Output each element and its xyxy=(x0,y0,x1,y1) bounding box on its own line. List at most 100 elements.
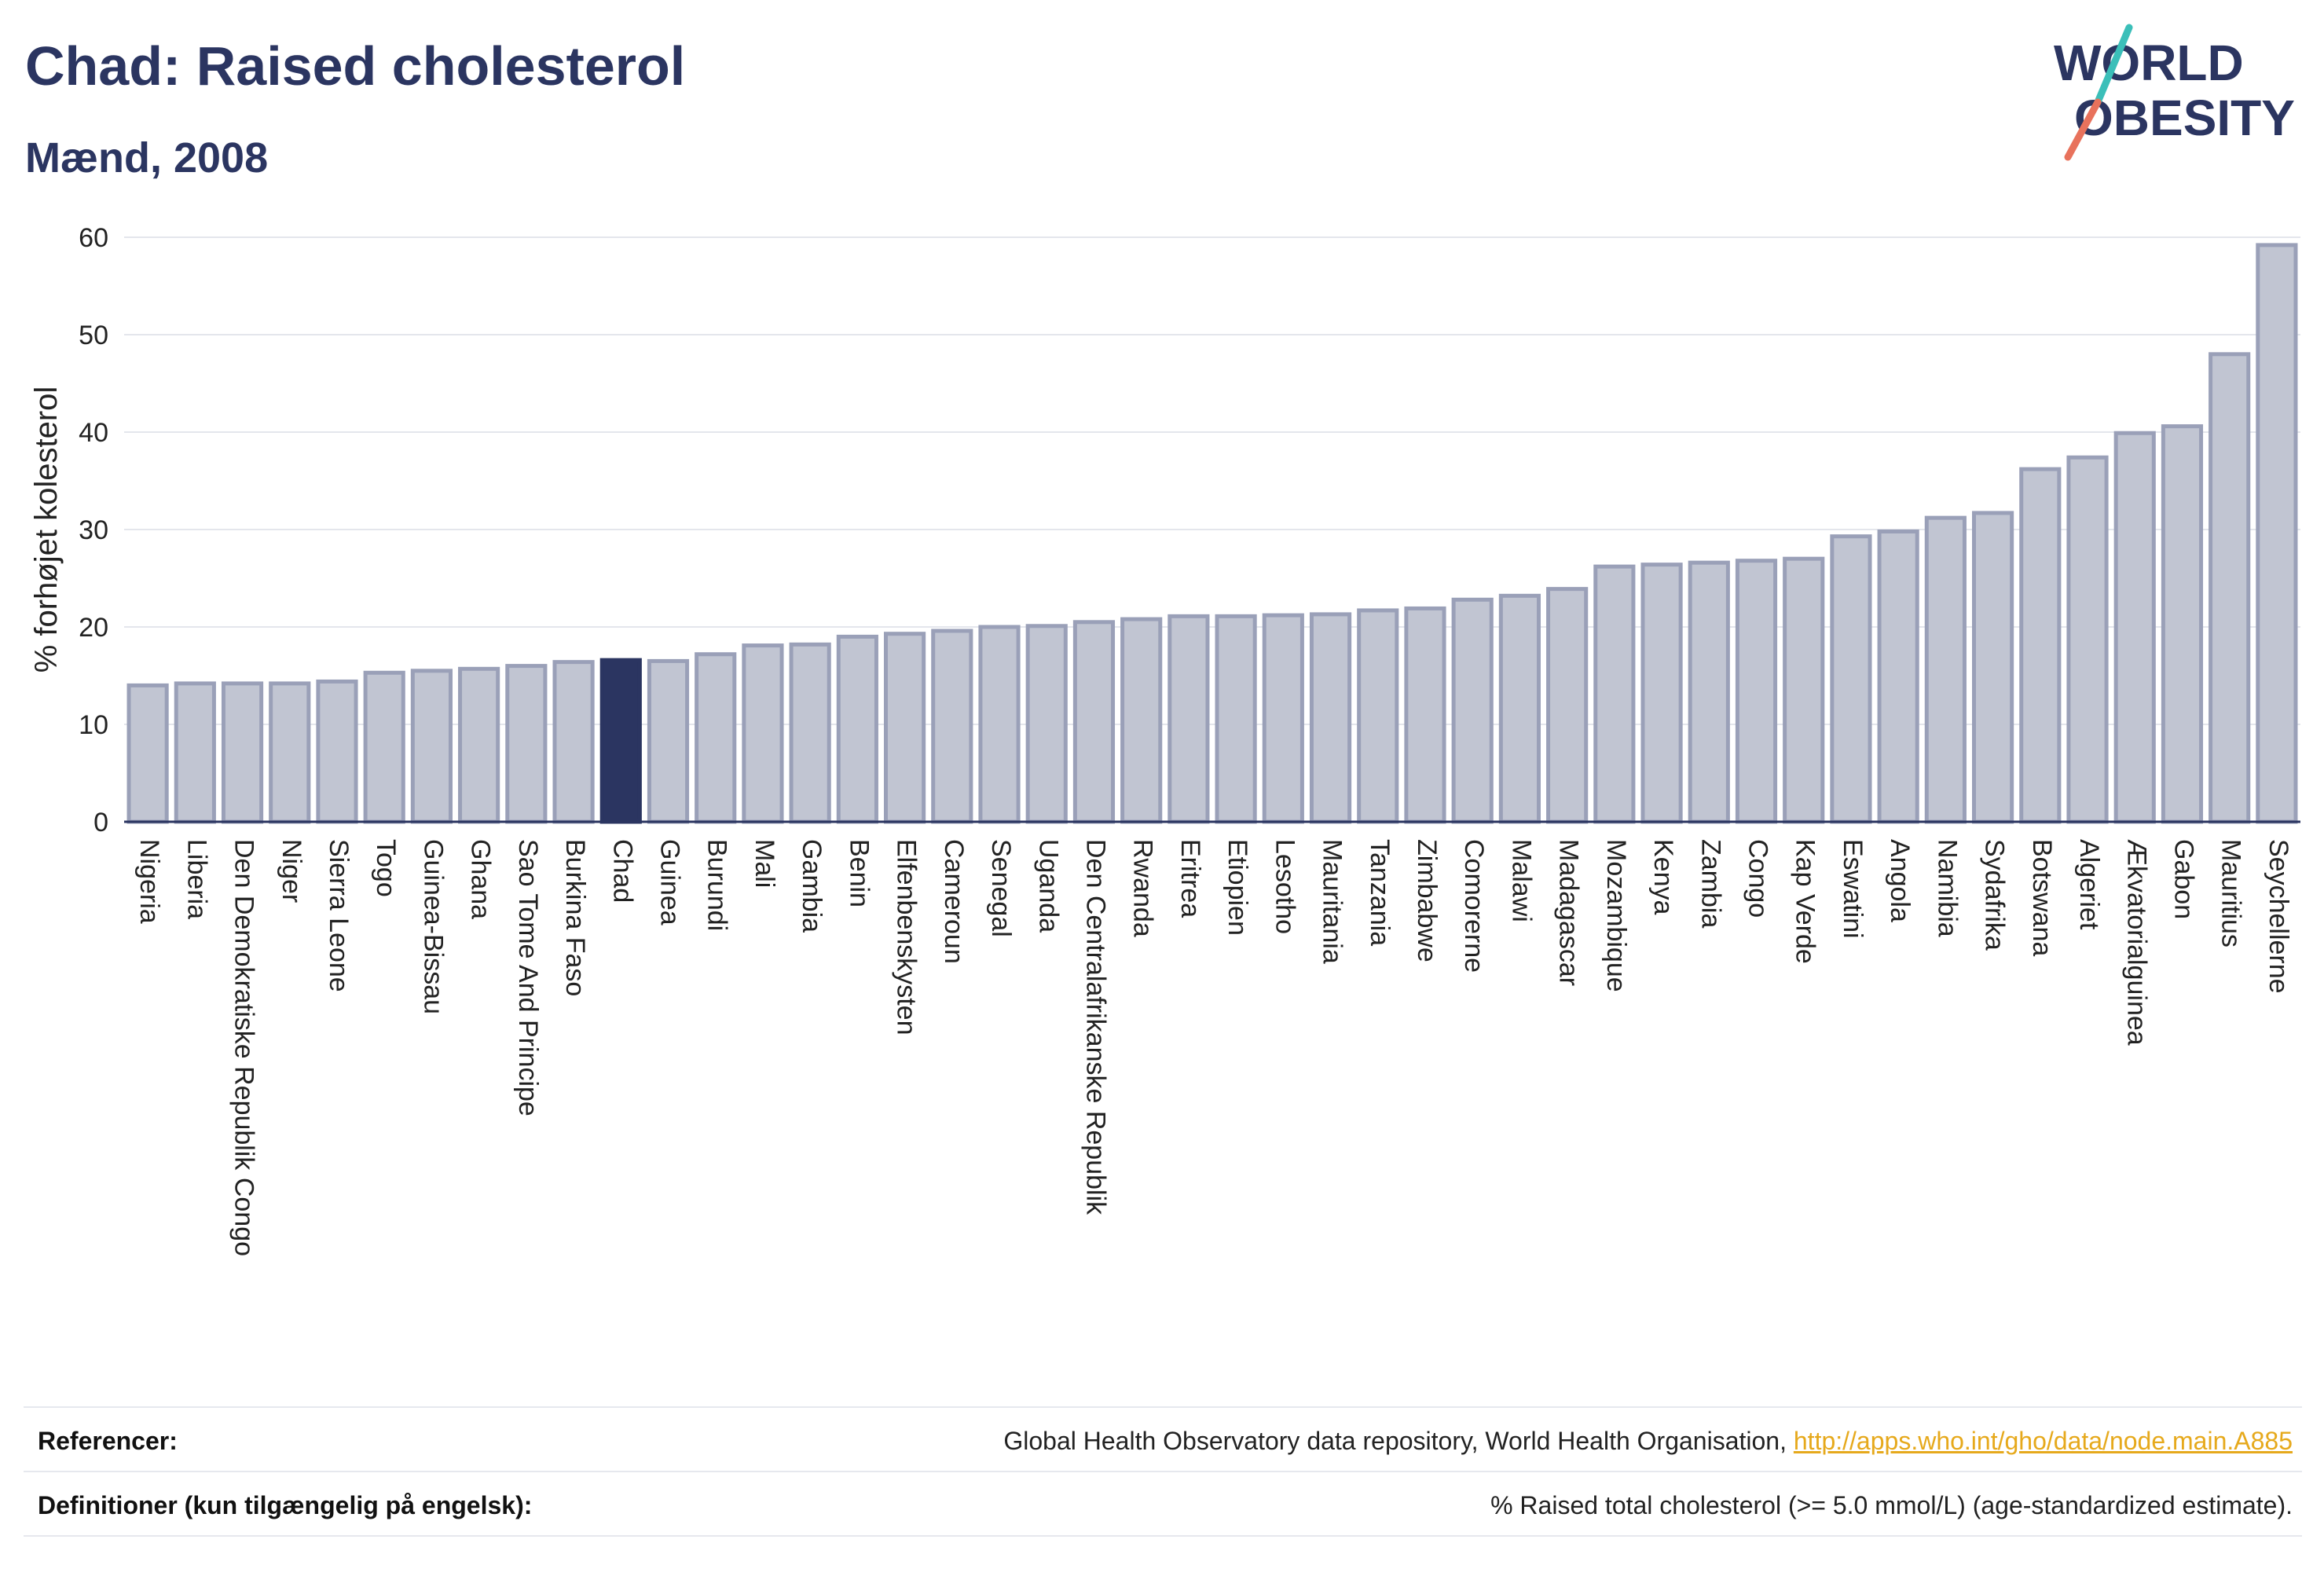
bar xyxy=(221,681,264,824)
bar xyxy=(2209,352,2251,824)
definitions-text: % Raised total cholesterol (>= 5.0 mmol/… xyxy=(1490,1491,2293,1519)
bar xyxy=(505,664,548,824)
references-row: Referencer: Global Health Observatory da… xyxy=(38,1427,2293,1456)
x-tick-label: Ghana xyxy=(466,839,496,919)
bar xyxy=(1309,612,1352,824)
x-tick-label: Comorerne xyxy=(1459,839,1489,973)
references-label: Referencer: xyxy=(38,1427,178,1455)
bar xyxy=(695,652,737,824)
x-tick-label: Namibia xyxy=(1932,839,1962,937)
bar xyxy=(2161,424,2204,824)
x-tick-label: Rwanda xyxy=(1128,839,1158,937)
y-tick-label: 10 xyxy=(79,710,108,740)
x-tick-label: Tanzania xyxy=(1365,839,1395,946)
x-tick-label: Mozambique xyxy=(1601,839,1631,992)
bar xyxy=(1072,620,1116,824)
x-tick-label: Botswana xyxy=(2027,839,2057,956)
bar xyxy=(1924,515,1967,824)
bar xyxy=(978,625,1021,824)
bar xyxy=(269,681,311,824)
x-tick-label: Sydafrika xyxy=(1980,839,2010,951)
bar xyxy=(1640,563,1683,824)
y-tick-label: 0 xyxy=(93,808,108,837)
y-tick-label: 50 xyxy=(79,321,108,350)
bar xyxy=(1593,564,1636,824)
bar xyxy=(1688,560,1730,824)
x-tick-label: Chad xyxy=(607,839,637,903)
bar xyxy=(1830,534,1872,824)
x-tick-label: Guinea xyxy=(655,839,685,925)
x-tick-label: Cameroun xyxy=(939,839,969,964)
x-tick-label: Zambia xyxy=(1695,839,1725,928)
references-link[interactable]: http://apps.who.int/gho/data/node.main.A… xyxy=(1793,1427,2293,1455)
bar xyxy=(1972,511,2014,824)
bar xyxy=(2066,455,2109,824)
bar xyxy=(363,670,405,824)
bar xyxy=(884,632,926,824)
definitions-row: Definitioner (kun tilgængelig på engelsk… xyxy=(38,1491,2293,1520)
x-tick-label: Lesotho xyxy=(1270,839,1299,934)
x-tick-label: Ækvatorialguinea xyxy=(2121,839,2151,1046)
x-tick-label: Eswatini xyxy=(1838,839,1868,939)
bar xyxy=(742,643,784,824)
x-tick-label: Elfenbenskysten xyxy=(892,839,922,1035)
bar xyxy=(410,669,453,824)
x-tick-label: Guinea-Bissau xyxy=(418,839,448,1014)
bar xyxy=(1025,624,1068,824)
bar xyxy=(1451,597,1494,824)
x-tick-label: Nigeria xyxy=(134,839,164,924)
bar-chart: 0 10 20 30 40 50 60 % forhøjet kolesterol Nigeri… xyxy=(29,223,2300,1256)
bar xyxy=(1877,529,1919,824)
bar xyxy=(789,642,831,824)
bar xyxy=(2019,467,2062,824)
bar xyxy=(1783,556,1825,824)
bar xyxy=(1404,606,1446,824)
logo-line2: OBESITY xyxy=(2074,90,2295,146)
x-tick-label: Zimbabwe xyxy=(1412,839,1442,962)
x-tick-label: Etiopien xyxy=(1222,839,1252,936)
bar xyxy=(836,634,878,824)
y-tick-label: 30 xyxy=(79,515,108,545)
x-tick-label: Kenya xyxy=(1648,839,1678,914)
x-tick-label: Mauritius xyxy=(2216,839,2246,947)
x-tick-label: Mali xyxy=(750,839,779,888)
x-tick-label: Malawi xyxy=(1506,839,1536,922)
x-tick-label: Den Centralafrikanske Republik xyxy=(1080,839,1110,1215)
logo-line1: WORLD xyxy=(2054,35,2244,91)
x-tick-label: Niger xyxy=(277,839,306,903)
bar xyxy=(647,658,690,824)
x-tick-label: Gambia xyxy=(797,839,827,933)
x-tick-label: Algeriet xyxy=(2074,839,2104,930)
x-tick-label: Madagascar xyxy=(1554,839,1584,986)
bar xyxy=(2113,431,2156,824)
bar xyxy=(316,679,358,824)
x-tick-label: Gabon xyxy=(2168,839,2198,919)
bar xyxy=(1357,608,1399,824)
bar xyxy=(2256,243,2298,824)
y-axis-label: % forhøjet kolesterol xyxy=(29,387,64,673)
x-tick-label: Sao Tome And Principe xyxy=(513,839,543,1116)
y-tick-label: 60 xyxy=(79,223,108,253)
chart-title: Chad: Raised cholesterol xyxy=(25,35,686,97)
definitions-label: Definitioner (kun tilgængelig på engelsk… xyxy=(38,1491,533,1519)
x-tick-label: Uganda xyxy=(1033,839,1063,933)
bar xyxy=(1546,587,1589,824)
bar xyxy=(552,660,595,824)
footer-divider xyxy=(24,1535,2302,1537)
bar xyxy=(1215,614,1257,824)
x-tick-label: Eritrea xyxy=(1175,839,1205,918)
x-tick-label: Burundi xyxy=(702,839,732,931)
x-tick-label: Senegal xyxy=(986,839,1016,937)
references-value: Global Health Observatory data repositor… xyxy=(1003,1427,2293,1456)
bar xyxy=(1498,593,1541,824)
x-tick-label: Den Demokratiske Republik Congo xyxy=(229,839,259,1256)
footer-divider xyxy=(24,1406,2302,1408)
bar xyxy=(174,681,216,824)
x-tick-label: Seychellerne xyxy=(2264,839,2293,994)
bar xyxy=(1735,559,1778,824)
x-tick-label: Angola xyxy=(1885,839,1915,922)
y-tick-label: 20 xyxy=(79,613,108,643)
bar xyxy=(1120,617,1163,824)
bar xyxy=(458,666,500,824)
footer-divider xyxy=(24,1471,2302,1472)
